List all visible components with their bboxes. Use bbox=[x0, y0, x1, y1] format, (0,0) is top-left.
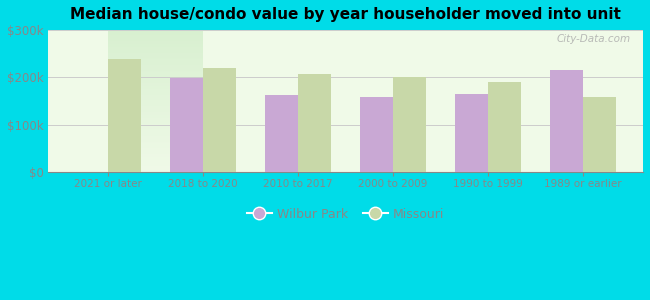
Bar bbox=[583, 98, 616, 172]
Legend: Wilbur Park, Missouri: Wilbur Park, Missouri bbox=[242, 203, 449, 226]
Bar bbox=[359, 98, 393, 172]
Bar bbox=[454, 94, 488, 172]
Title: Median house/condo value by year householder moved into unit: Median house/condo value by year househo… bbox=[70, 7, 621, 22]
Bar bbox=[298, 74, 331, 172]
Bar bbox=[170, 78, 203, 172]
Bar bbox=[549, 70, 583, 172]
Bar bbox=[203, 68, 236, 172]
Bar bbox=[265, 95, 298, 172]
Text: City-Data.com: City-Data.com bbox=[557, 34, 631, 44]
Bar bbox=[488, 82, 521, 172]
Bar bbox=[108, 59, 141, 172]
Bar bbox=[393, 76, 426, 172]
